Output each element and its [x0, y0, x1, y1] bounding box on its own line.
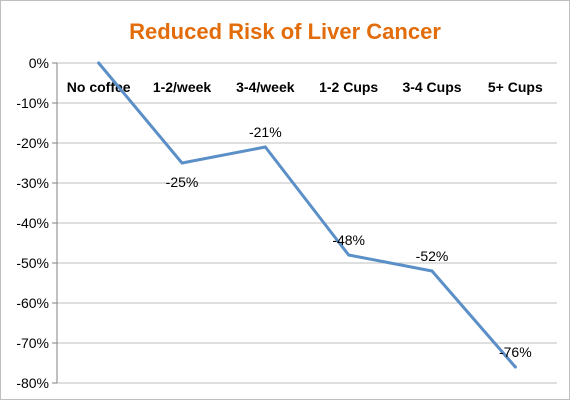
y-tick-label: -60%: [16, 295, 49, 311]
data-point: [430, 269, 434, 273]
y-tick-labels: 0% -10% -20% -30% -40% -50% -60% -70% -80%: [16, 55, 49, 391]
chart-title: Reduced Risk of Liver Cancer: [129, 19, 441, 44]
category-labels: No coffee 1-2/week 3-4/week 1-2 Cups 3-4 Cup…: [67, 79, 543, 95]
data-label: -76%: [499, 344, 532, 360]
data-labels: -25% -21% -48% -52% -76%: [166, 124, 532, 360]
data-point: [347, 253, 351, 257]
y-tick-label: -70%: [16, 335, 49, 351]
y-tick-label: 0%: [29, 55, 49, 71]
data-point: [180, 161, 184, 165]
series-line: [97, 61, 517, 369]
data-point: [263, 145, 267, 149]
data-label: -21%: [249, 124, 282, 140]
y-tick-label: -30%: [16, 175, 49, 191]
y-tick-label: -40%: [16, 215, 49, 231]
y-tick-label: -20%: [16, 135, 49, 151]
y-tick-label: -50%: [16, 255, 49, 271]
y-tick-label: -10%: [16, 95, 49, 111]
category-label: No coffee: [67, 79, 131, 95]
data-label: -52%: [416, 248, 449, 264]
y-tick-label: -80%: [16, 375, 49, 391]
gridlines: [57, 62, 557, 384]
data-label: -48%: [332, 232, 365, 248]
data-label: -25%: [166, 174, 199, 190]
y-axis: [52, 62, 58, 384]
category-label: 5+ Cups: [488, 79, 543, 95]
category-label: 3-4/week: [236, 79, 295, 95]
category-label: 1-2 Cups: [319, 79, 378, 95]
series-risk: [97, 61, 517, 369]
data-point: [97, 61, 101, 65]
data-point: [513, 365, 517, 369]
category-label: 3-4 Cups: [402, 79, 461, 95]
category-label: 1-2/week: [153, 79, 212, 95]
